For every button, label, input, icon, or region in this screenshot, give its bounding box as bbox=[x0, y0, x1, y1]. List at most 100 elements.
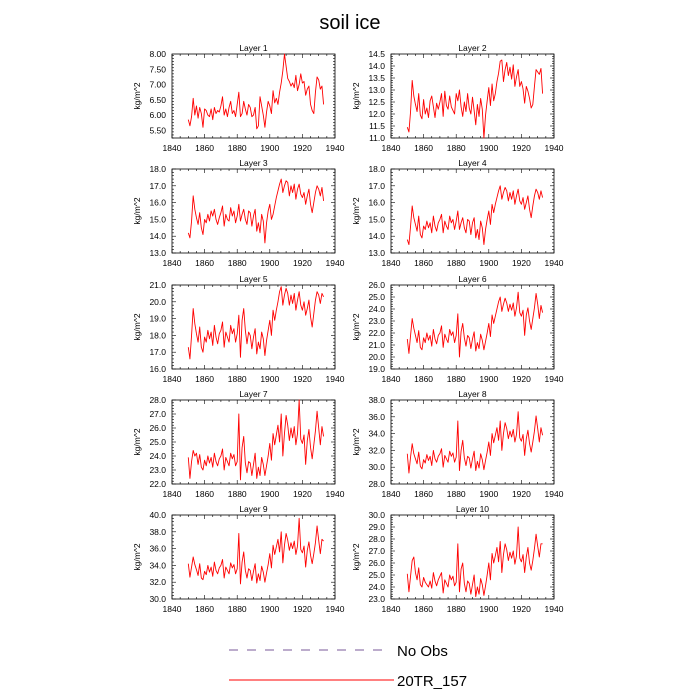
x-tick-label: 1900 bbox=[479, 374, 498, 384]
y-tick-label: 38.0 bbox=[149, 527, 166, 537]
x-tick-label: 1840 bbox=[382, 258, 401, 268]
panel-title: Layer 6 bbox=[458, 274, 487, 284]
series-line bbox=[406, 185, 544, 246]
x-tick-label: 1940 bbox=[545, 258, 564, 268]
x-tick-label: 1840 bbox=[163, 489, 182, 499]
y-tick-label: 25.0 bbox=[149, 437, 166, 447]
panel-layer-1: Layer 1 1840 1860 1880 1900 1920 1940 5.50 6.00 6… bbox=[132, 43, 345, 153]
x-tick-label: 1860 bbox=[195, 258, 214, 268]
x-tick-label: 1920 bbox=[512, 489, 531, 499]
y-tick-label: 14.0 bbox=[149, 231, 166, 241]
y-tick-label: 26.0 bbox=[368, 558, 385, 568]
y-tick-label: 7.00 bbox=[149, 80, 166, 90]
series-line bbox=[406, 291, 544, 358]
y-tick-label: 34.0 bbox=[368, 429, 385, 439]
y-tick-label: 30.0 bbox=[368, 510, 385, 520]
y-tick-label: 21.0 bbox=[149, 280, 166, 290]
x-tick-label: 1880 bbox=[228, 489, 247, 499]
x-tick-label: 1940 bbox=[326, 143, 345, 153]
y-tick-label: 17.0 bbox=[368, 181, 385, 191]
x-tick-label: 1940 bbox=[545, 489, 564, 499]
y-tick-label: 6.50 bbox=[149, 95, 166, 105]
y-tick-label: 26.0 bbox=[368, 280, 385, 290]
panel-layer-8: Layer 8 1840 1860 1880 1900 1920 1940 28.0 30.0 3… bbox=[351, 389, 564, 499]
y-tick-label: 20.0 bbox=[149, 297, 166, 307]
series-line bbox=[187, 286, 324, 360]
series-line bbox=[187, 178, 325, 244]
x-tick-label: 1940 bbox=[545, 143, 564, 153]
y-tick-label: 13.0 bbox=[149, 248, 166, 258]
y-axis-label: kg/m^2 bbox=[132, 82, 142, 109]
y-tick-label: 18.0 bbox=[368, 164, 385, 174]
x-tick-label: 1920 bbox=[512, 374, 531, 384]
y-axis-label: kg/m^2 bbox=[132, 428, 142, 455]
y-tick-label: 28.0 bbox=[149, 395, 166, 405]
y-tick-label: 16.0 bbox=[149, 364, 166, 374]
legend-label-20tr-157: 20TR_157 bbox=[397, 673, 467, 690]
x-tick-label: 1860 bbox=[414, 489, 433, 499]
y-tick-label: 19.0 bbox=[368, 364, 385, 374]
x-tick-label: 1920 bbox=[293, 258, 312, 268]
x-tick-label: 1860 bbox=[195, 143, 214, 153]
y-tick-label: 30.0 bbox=[368, 462, 385, 472]
x-tick-label: 1940 bbox=[326, 258, 345, 268]
x-tick-label: 1880 bbox=[447, 604, 466, 614]
x-tick-label: 1880 bbox=[447, 489, 466, 499]
x-tick-label: 1860 bbox=[414, 258, 433, 268]
y-tick-label: 16.0 bbox=[149, 198, 166, 208]
x-tick-label: 1900 bbox=[260, 374, 279, 384]
panel-title: Layer 7 bbox=[239, 389, 268, 399]
x-tick-label: 1880 bbox=[228, 258, 247, 268]
x-tick-label: 1920 bbox=[512, 258, 531, 268]
y-tick-label: 17.0 bbox=[149, 347, 166, 357]
y-tick-label: 28.0 bbox=[368, 534, 385, 544]
x-tick-label: 1860 bbox=[414, 374, 433, 384]
x-tick-label: 1900 bbox=[479, 489, 498, 499]
y-tick-label: 14.5 bbox=[368, 49, 385, 59]
panel-layer-6: Layer 6 1840 1860 1880 1900 1920 1940 19.0 20.0 2… bbox=[351, 274, 564, 384]
y-tick-label: 15.0 bbox=[368, 214, 385, 224]
y-tick-label: 32.0 bbox=[149, 577, 166, 587]
x-tick-label: 1900 bbox=[260, 489, 279, 499]
legend: No Obs 20TR_157 bbox=[229, 643, 467, 690]
x-tick-label: 1840 bbox=[382, 489, 401, 499]
panel-layer-2: Layer 2 1840 1860 1880 1900 1920 1940 11.0 11.5 1… bbox=[351, 43, 564, 153]
x-tick-label: 1840 bbox=[382, 374, 401, 384]
y-tick-label: 29.0 bbox=[368, 522, 385, 532]
x-tick-label: 1940 bbox=[326, 489, 345, 499]
series-line bbox=[406, 59, 544, 139]
panel-title: Layer 9 bbox=[239, 504, 268, 514]
series-line bbox=[187, 53, 325, 130]
panel-layer-5: Layer 5 1840 1860 1880 1900 1920 1940 16.0 17.0 1… bbox=[132, 274, 345, 384]
panel-layer-10: Layer 10 1840 1860 1880 1900 1920 1940 23.0 24.0… bbox=[351, 504, 564, 614]
x-tick-label: 1840 bbox=[163, 604, 182, 614]
y-tick-label: 14.0 bbox=[368, 61, 385, 71]
y-axis-label: kg/m^2 bbox=[351, 428, 361, 455]
y-tick-label: 15.0 bbox=[149, 214, 166, 224]
x-tick-label: 1940 bbox=[326, 604, 345, 614]
y-tick-label: 22.0 bbox=[368, 328, 385, 338]
y-tick-label: 13.0 bbox=[368, 248, 385, 258]
y-tick-label: 24.0 bbox=[149, 451, 166, 461]
y-tick-label: 12.0 bbox=[368, 109, 385, 119]
x-tick-label: 1860 bbox=[195, 604, 214, 614]
y-tick-label: 6.00 bbox=[149, 110, 166, 120]
y-tick-label: 24.0 bbox=[368, 582, 385, 592]
panel-title: Layer 3 bbox=[239, 158, 268, 168]
panel-title: Layer 5 bbox=[239, 274, 268, 284]
x-tick-label: 1860 bbox=[195, 489, 214, 499]
x-tick-label: 1900 bbox=[479, 258, 498, 268]
x-tick-label: 1940 bbox=[326, 374, 345, 384]
x-tick-label: 1900 bbox=[479, 143, 498, 153]
y-tick-label: 12.5 bbox=[368, 97, 385, 107]
y-tick-label: 23.0 bbox=[149, 465, 166, 475]
panel-title: Layer 8 bbox=[458, 389, 487, 399]
x-tick-label: 1920 bbox=[512, 143, 531, 153]
series-line bbox=[187, 517, 324, 585]
x-tick-label: 1940 bbox=[545, 604, 564, 614]
x-tick-label: 1920 bbox=[293, 489, 312, 499]
x-tick-label: 1840 bbox=[163, 258, 182, 268]
y-tick-label: 25.0 bbox=[368, 292, 385, 302]
y-tick-label: 26.0 bbox=[149, 423, 166, 433]
